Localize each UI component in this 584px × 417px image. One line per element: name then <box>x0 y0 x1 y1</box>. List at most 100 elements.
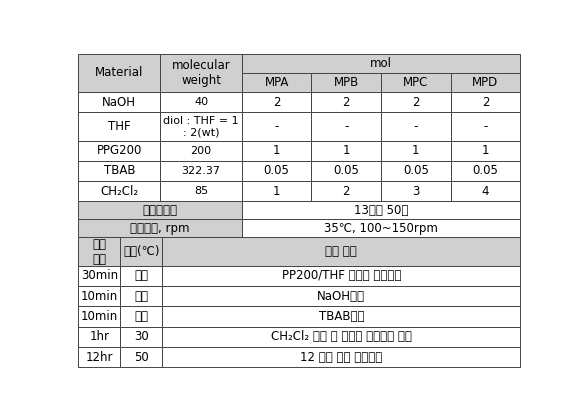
Text: 상온: 상온 <box>134 310 148 323</box>
Bar <box>451 92 520 112</box>
Bar <box>451 181 520 201</box>
Text: MPB: MPB <box>333 76 359 89</box>
Text: 1: 1 <box>273 144 280 157</box>
Text: 12 시간 동안 반응시킴: 12 시간 동안 반응시킴 <box>300 351 383 364</box>
Bar <box>242 112 311 141</box>
Bar <box>451 112 520 141</box>
Text: 30: 30 <box>134 330 149 343</box>
Bar <box>162 327 520 347</box>
Text: Material: Material <box>95 66 144 79</box>
Text: MPD: MPD <box>472 76 499 89</box>
Text: 상온: 상온 <box>134 290 148 303</box>
Bar <box>78 112 160 141</box>
Bar <box>120 266 162 286</box>
Bar <box>120 306 162 327</box>
Text: 40: 40 <box>194 97 208 107</box>
Bar <box>311 141 381 161</box>
Bar <box>242 201 520 219</box>
Bar <box>120 327 162 347</box>
Bar <box>78 219 242 237</box>
Text: 1: 1 <box>482 144 489 157</box>
Text: 반응온도, rpm: 반응온도, rpm <box>130 222 190 235</box>
Text: 35℃, 100~150rpm: 35℃, 100~150rpm <box>324 222 438 235</box>
Text: THF: THF <box>108 120 131 133</box>
Text: 반응
시간: 반응 시간 <box>92 238 106 266</box>
Bar <box>162 347 520 367</box>
Text: PP200/THF 투입후 용해시킴: PP200/THF 투입후 용해시킴 <box>281 269 401 282</box>
Bar <box>120 237 162 266</box>
Text: 1: 1 <box>412 144 419 157</box>
Bar <box>160 161 242 181</box>
Bar <box>78 286 120 306</box>
Bar <box>160 181 242 201</box>
Bar <box>160 112 242 141</box>
Bar <box>78 54 160 92</box>
Bar <box>451 73 520 92</box>
Text: diol : THF = 1
: 2(wt): diol : THF = 1 : 2(wt) <box>163 116 239 137</box>
Text: TBAB: TBAB <box>103 164 135 178</box>
Text: 2: 2 <box>273 95 280 108</box>
Bar <box>311 112 381 141</box>
Bar <box>242 73 311 92</box>
Bar <box>162 237 520 266</box>
Text: 85: 85 <box>194 186 208 196</box>
Text: CH₂Cl₂ 투입 후 충분히 교반시켜 녹임: CH₂Cl₂ 투입 후 충분히 교반시켜 녹임 <box>271 330 412 343</box>
Text: 1: 1 <box>273 185 280 198</box>
Text: molecular
weight: molecular weight <box>172 59 231 87</box>
Bar <box>78 161 160 181</box>
Text: -: - <box>483 120 488 133</box>
Text: CH₂Cl₂: CH₂Cl₂ <box>100 185 138 198</box>
Text: 30min: 30min <box>81 269 118 282</box>
Bar <box>78 181 160 201</box>
Bar <box>242 54 520 73</box>
Bar <box>78 347 120 367</box>
Bar <box>162 306 520 327</box>
Bar <box>381 92 451 112</box>
Bar <box>120 347 162 367</box>
Text: 2: 2 <box>342 185 350 198</box>
Text: 10min: 10min <box>81 310 118 323</box>
Bar <box>381 161 451 181</box>
Text: 0.05: 0.05 <box>264 164 290 178</box>
Text: 10min: 10min <box>81 290 118 303</box>
Text: 200: 200 <box>190 146 211 156</box>
Bar <box>451 141 520 161</box>
Text: 50: 50 <box>134 351 149 364</box>
Text: mol: mol <box>370 57 392 70</box>
Bar <box>78 237 120 266</box>
Text: 실험 방법: 실험 방법 <box>325 245 357 258</box>
Text: MPA: MPA <box>265 76 289 89</box>
Bar <box>242 219 520 237</box>
Text: -: - <box>344 120 349 133</box>
Bar <box>78 92 160 112</box>
Bar <box>381 112 451 141</box>
Bar <box>381 141 451 161</box>
Text: 0.05: 0.05 <box>333 164 359 178</box>
Bar <box>381 73 451 92</box>
Bar <box>160 92 242 112</box>
Text: 2: 2 <box>342 95 350 108</box>
Bar <box>311 92 381 112</box>
Text: 13시간 50분: 13시간 50분 <box>354 204 408 217</box>
Text: -: - <box>274 120 279 133</box>
Text: NaOH투입: NaOH투입 <box>317 290 365 303</box>
Text: 0.05: 0.05 <box>472 164 498 178</box>
Bar <box>242 181 311 201</box>
Text: PPG200: PPG200 <box>96 144 142 157</box>
Bar <box>381 181 451 201</box>
Text: 322.37: 322.37 <box>182 166 221 176</box>
Text: 2: 2 <box>482 95 489 108</box>
Bar <box>242 92 311 112</box>
Bar <box>311 73 381 92</box>
Text: -: - <box>413 120 418 133</box>
Bar <box>311 181 381 201</box>
Text: NaOH: NaOH <box>102 95 136 108</box>
Bar <box>311 161 381 181</box>
Bar <box>162 286 520 306</box>
Text: 어반응시간: 어반응시간 <box>142 204 178 217</box>
Text: 1hr: 1hr <box>89 330 109 343</box>
Text: 12hr: 12hr <box>86 351 113 364</box>
Text: 0.05: 0.05 <box>403 164 429 178</box>
Text: MPC: MPC <box>403 76 429 89</box>
Bar <box>120 286 162 306</box>
